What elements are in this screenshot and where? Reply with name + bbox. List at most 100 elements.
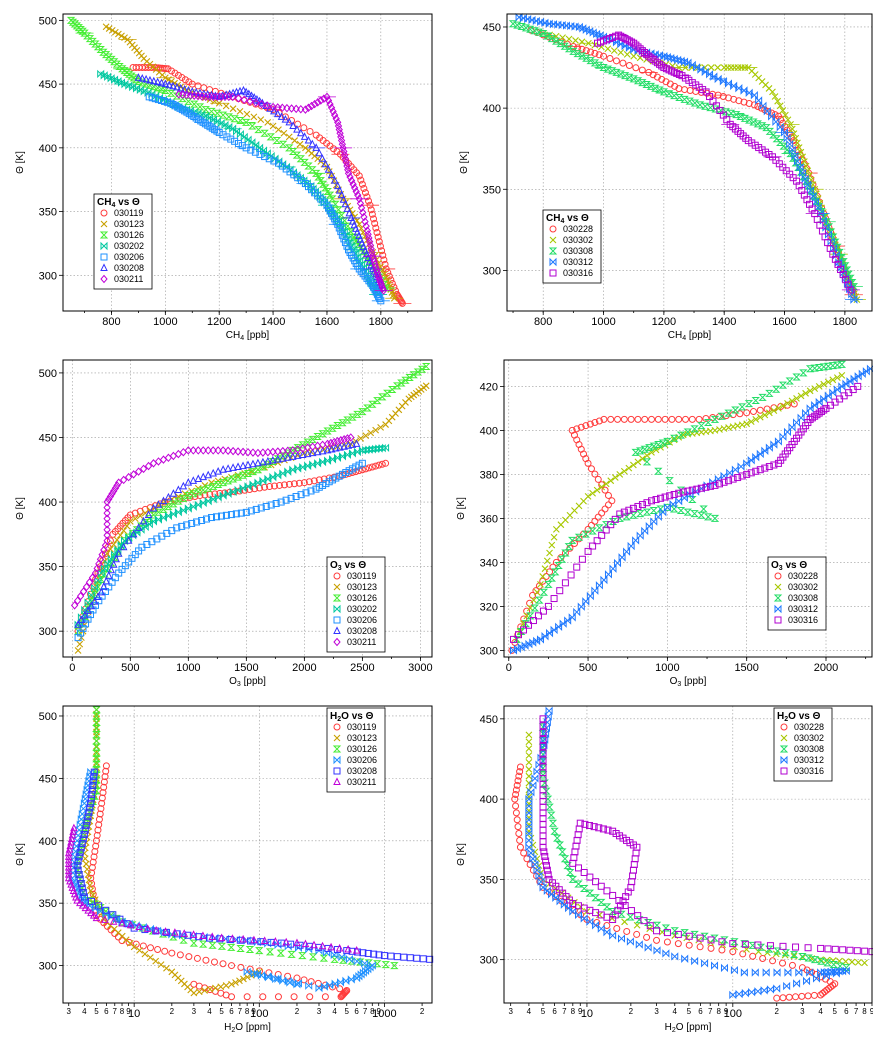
data-point bbox=[420, 956, 426, 962]
x-minor-tick-label: 7 bbox=[708, 1007, 713, 1016]
x-tick-label: 0 bbox=[69, 662, 75, 674]
data-point bbox=[583, 598, 589, 604]
x-tick-label: 1000 bbox=[591, 316, 615, 328]
data-point bbox=[137, 947, 143, 953]
data-point bbox=[169, 950, 175, 956]
x-minor-tick-label: 2 bbox=[170, 1007, 175, 1016]
data-point bbox=[107, 546, 113, 552]
data-point bbox=[727, 470, 733, 476]
data-point bbox=[526, 837, 532, 843]
data-point bbox=[77, 641, 83, 647]
series-030206 bbox=[69, 769, 375, 991]
legend-label: 030308 bbox=[794, 744, 824, 754]
data-point bbox=[540, 810, 546, 816]
legend-label: 030206 bbox=[114, 252, 144, 262]
y-axis-label: Θ [K] bbox=[456, 843, 467, 866]
data-point bbox=[291, 994, 297, 1000]
data-point bbox=[692, 958, 698, 964]
data-point bbox=[657, 52, 663, 58]
data-point bbox=[224, 134, 230, 140]
data-point bbox=[234, 128, 240, 134]
legend-label: 030119 bbox=[347, 571, 376, 581]
data-point bbox=[773, 386, 779, 392]
data-point bbox=[218, 984, 224, 990]
data-point bbox=[520, 15, 526, 21]
x-minor-tick-label: 3 bbox=[66, 1007, 71, 1016]
data-point bbox=[602, 506, 608, 512]
x-minor-tick-label: 9 bbox=[724, 1007, 729, 1016]
data-point bbox=[746, 401, 752, 407]
data-point bbox=[384, 390, 390, 396]
x-tick-label: 1000 bbox=[176, 662, 200, 674]
data-point bbox=[528, 850, 534, 856]
data-point bbox=[686, 942, 692, 948]
x-minor-tick-label: 2 bbox=[629, 1007, 634, 1016]
data-point bbox=[238, 964, 244, 970]
data-point bbox=[575, 881, 581, 887]
data-point bbox=[526, 746, 532, 752]
data-point bbox=[791, 401, 797, 407]
data-point bbox=[683, 416, 689, 422]
data-point bbox=[258, 117, 264, 123]
data-point bbox=[774, 995, 780, 1001]
data-point bbox=[93, 725, 99, 731]
y-tick-label: 350 bbox=[39, 898, 57, 910]
x-minor-tick-label: 4 bbox=[82, 1007, 87, 1016]
y-tick-label: 450 bbox=[483, 22, 501, 34]
data-point bbox=[232, 116, 238, 122]
data-point bbox=[379, 394, 385, 400]
data-point bbox=[636, 942, 642, 948]
data-point bbox=[383, 962, 389, 968]
data-point bbox=[536, 597, 542, 603]
data-point bbox=[731, 967, 737, 973]
data-point bbox=[618, 49, 624, 55]
legend-label: 030228 bbox=[788, 571, 818, 581]
data-point bbox=[220, 132, 226, 138]
data-point bbox=[346, 956, 352, 962]
chart-o3-left: 0 500 1000 1500 2000 2500 3000300350400450500O… bbox=[15, 360, 433, 688]
x-minor-tick-label: 9 bbox=[376, 1007, 381, 1016]
data-point bbox=[682, 930, 688, 936]
legend-label: 030206 bbox=[347, 615, 377, 625]
data-point bbox=[244, 994, 250, 1000]
data-point bbox=[581, 886, 587, 892]
data-point bbox=[794, 981, 800, 987]
data-point bbox=[739, 404, 745, 410]
data-point bbox=[738, 464, 744, 470]
data-point bbox=[230, 476, 236, 482]
legend-label: 030202 bbox=[347, 604, 377, 614]
data-point bbox=[569, 614, 575, 620]
x-minor-tick-label: 8 bbox=[370, 1007, 375, 1016]
data-point bbox=[632, 856, 638, 862]
data-point bbox=[627, 914, 633, 920]
data-point bbox=[794, 374, 800, 380]
data-point bbox=[757, 451, 763, 457]
x-tick-label: 1800 bbox=[833, 316, 857, 328]
data-point bbox=[832, 946, 838, 952]
data-point bbox=[121, 528, 127, 534]
data-point bbox=[568, 572, 574, 578]
legend-label: 030123 bbox=[347, 733, 377, 743]
data-point bbox=[551, 596, 557, 602]
data-point bbox=[93, 744, 99, 750]
y-tick-label: 400 bbox=[480, 794, 498, 806]
data-point bbox=[241, 134, 247, 140]
data-point bbox=[787, 378, 793, 384]
x-minor-tick-label: 6 bbox=[354, 1007, 359, 1016]
data-point bbox=[168, 90, 174, 96]
data-point bbox=[592, 518, 598, 524]
data-point bbox=[812, 402, 818, 408]
data-point bbox=[755, 988, 761, 994]
data-point bbox=[251, 114, 257, 120]
data-point bbox=[549, 575, 555, 581]
legend-label: 030126 bbox=[114, 230, 144, 240]
data-point bbox=[540, 821, 546, 827]
data-point bbox=[562, 550, 568, 556]
data-point bbox=[532, 605, 538, 611]
data-point bbox=[730, 476, 736, 482]
data-point bbox=[186, 954, 192, 960]
data-point bbox=[364, 405, 370, 411]
data-point bbox=[547, 630, 553, 636]
y-tick-label: 400 bbox=[39, 836, 57, 848]
data-point bbox=[800, 370, 806, 376]
